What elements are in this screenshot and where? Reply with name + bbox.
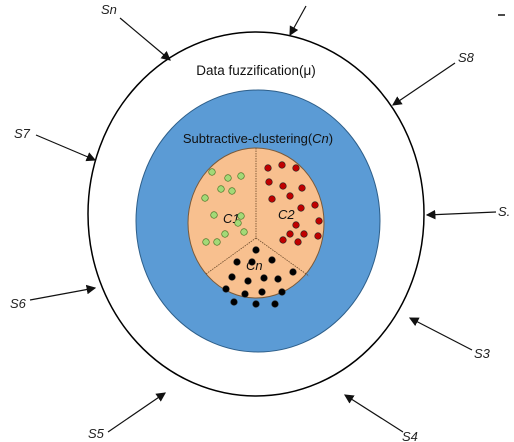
data-point-c2: [311, 201, 319, 209]
source-arrows: [29, 5, 497, 433]
data-point-cn: [271, 300, 279, 308]
data-point-cn: [260, 274, 268, 282]
data-point-c2: [298, 184, 306, 192]
source-label-s6: S6: [10, 296, 27, 311]
data-point-c2: [294, 238, 302, 246]
data-point-c1: [201, 194, 209, 202]
source-label-s8: S8: [458, 50, 475, 65]
arrow-sn: [119, 17, 171, 61]
data-point-cn: [252, 246, 260, 254]
data-point-c2: [268, 195, 276, 203]
cluster-cn-points: [222, 246, 297, 308]
data-point-cn: [233, 258, 241, 266]
data-point-cn: [289, 268, 297, 276]
data-point-c2: [314, 232, 322, 240]
arrow-sn-top: [289, 5, 307, 37]
data-point-cn: [278, 288, 286, 296]
data-point-cn: [268, 256, 276, 264]
arrow-s3: [408, 317, 473, 351]
data-point-c1: [217, 185, 225, 193]
data-point-c1: [234, 219, 242, 227]
data-point-cn: [258, 288, 266, 296]
data-point-c2: [292, 221, 300, 229]
data-point-c2: [292, 164, 300, 172]
arrow-s8: [392, 62, 456, 106]
data-point-c1: [210, 211, 218, 219]
source-label-sn: Sn: [101, 2, 117, 17]
data-point-c2: [300, 230, 308, 238]
inner-label: Subtractive-clustering(Cn): [183, 131, 333, 146]
data-point-c2: [297, 204, 305, 212]
data-point-cn: [244, 277, 252, 285]
data-point-c2: [264, 164, 272, 172]
data-point-cn: [252, 300, 260, 308]
arrow-s5: [107, 392, 166, 433]
data-point-cn: [228, 273, 236, 281]
data-point-c2: [265, 178, 273, 186]
data-point-c2: [279, 236, 287, 244]
data-point-c1: [202, 238, 210, 246]
cluster-label-c2: C2: [278, 207, 295, 222]
source-label-s7: S7: [14, 126, 31, 141]
arrow-s4: [343, 394, 404, 433]
source-label-s5: S5: [88, 426, 105, 441]
core-divider-left: [205, 237, 257, 275]
data-point-cn: [222, 285, 230, 293]
data-point-c2: [278, 161, 286, 169]
data-point-cn: [230, 298, 238, 306]
data-point-c1: [228, 187, 236, 195]
data-point-cn: [274, 275, 282, 283]
data-point-c1: [240, 228, 248, 236]
source-label-s1: S.: [498, 204, 510, 219]
cluster-c2-points: [264, 161, 323, 246]
outer-ring-label: Data fuzzification(μ): [196, 63, 316, 78]
arrow-s7: [35, 134, 97, 162]
data-point-c2: [286, 230, 294, 238]
source-label-s4: S4: [402, 429, 418, 442]
data-point-cn: [241, 290, 249, 298]
data-point-c2: [286, 192, 294, 200]
arrow-s1: [425, 209, 497, 220]
data-point-c2: [279, 182, 287, 190]
data-point-c1: [224, 174, 232, 182]
data-point-c1: [213, 238, 221, 246]
data-point-c1: [208, 168, 216, 176]
data-point-c2: [315, 217, 323, 225]
data-point-c1: [237, 212, 245, 220]
data-point-cn: [248, 258, 256, 266]
arrow-s6: [29, 284, 97, 301]
data-point-c1: [221, 230, 229, 238]
source-label-s3: S3: [474, 346, 491, 361]
data-point-c1: [237, 172, 245, 180]
core-divider-right: [255, 237, 310, 277]
cluster-c1-points: [201, 168, 248, 246]
